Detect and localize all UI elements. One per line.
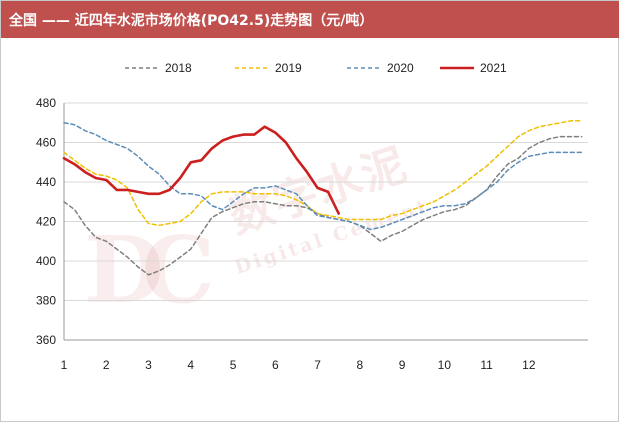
y-tick-label: 380	[36, 294, 56, 308]
x-tick-label: 7	[314, 358, 321, 372]
legend-label-2020: 2020	[387, 61, 414, 75]
y-tick-label: 360	[36, 333, 56, 347]
legend-label-2021: 2021	[480, 61, 507, 75]
y-tick-label: 460	[36, 136, 56, 150]
series-line-2019	[63, 120, 583, 227]
chart-title: 全国 —— 近四年水泥市场价格(PO42.5)走势图（元/吨）	[9, 13, 374, 29]
series-line-2021	[62, 125, 341, 215]
y-tick-label: 420	[36, 215, 56, 229]
x-tick-label: 9	[399, 358, 406, 372]
series-line-2020	[63, 122, 583, 231]
x-tick-label: 5	[230, 358, 237, 372]
x-tick-label: 11	[480, 358, 493, 372]
y-tick-label: 480	[36, 96, 56, 110]
title-bar: 全国 —— 近四年水泥市场价格(PO42.5)走势图（元/吨）	[1, 1, 619, 38]
legend-label-2019: 2019	[275, 61, 302, 75]
y-tick-label: 440	[36, 175, 56, 189]
x-tick-label: 10	[438, 358, 452, 372]
x-tick-label: 8	[356, 358, 363, 372]
x-tick-label: 3	[145, 358, 152, 372]
series-line-2018	[63, 135, 583, 276]
y-tick-label: 400	[36, 254, 56, 268]
x-tick-label: 12	[522, 358, 536, 372]
x-tick-label: 6	[272, 358, 279, 372]
legend-label-2018: 2018	[165, 61, 192, 75]
x-tick-label: 4	[187, 358, 194, 372]
x-tick-label: 2	[103, 358, 110, 372]
x-tick-label: 1	[61, 358, 68, 372]
